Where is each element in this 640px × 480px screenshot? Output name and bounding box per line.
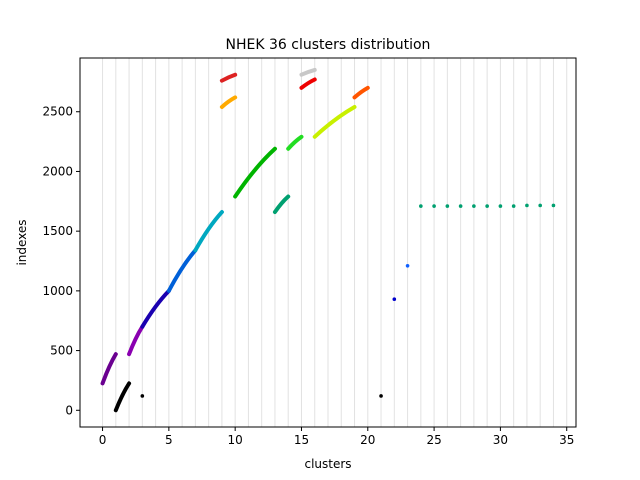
data-point — [405, 263, 410, 268]
data-point — [485, 204, 489, 208]
y-tick-label: 500 — [50, 344, 73, 358]
series-segment-14 — [352, 85, 370, 100]
x-tick-label: 10 — [228, 433, 243, 447]
y-tick-label: 1500 — [42, 224, 73, 238]
series-segment-13 — [299, 67, 317, 77]
x-tick-label: 0 — [99, 433, 107, 447]
series-segment-2 — [127, 324, 145, 357]
x-tick-label: 25 — [426, 433, 441, 447]
y-axis: 0 500 1000 1500 2000 2500 — [42, 105, 80, 417]
data-point — [511, 204, 516, 208]
y-tick-label: 1000 — [42, 284, 73, 298]
data-point — [140, 394, 145, 398]
data-point — [538, 203, 542, 208]
chart-title: NHEK 36 clusters distribution — [226, 37, 431, 53]
y-tick-label: 0 — [65, 403, 73, 417]
series-segment-8 — [286, 134, 304, 151]
series-segment-7 — [272, 194, 291, 215]
data-point — [498, 204, 503, 208]
series-segment-9 — [312, 104, 357, 139]
y-axis-label: indexes — [15, 219, 29, 265]
x-tick-label: 35 — [559, 433, 574, 447]
x-tick-label: 15 — [294, 433, 309, 447]
data-point — [458, 204, 463, 208]
x-tick-label: 20 — [360, 433, 375, 447]
series-segment-1 — [113, 381, 132, 413]
data-point — [432, 204, 436, 208]
x-tick-label: 30 — [493, 433, 508, 447]
data-point — [379, 394, 383, 398]
y-tick-label: 2000 — [42, 164, 73, 178]
x-tick-label: 5 — [165, 433, 173, 447]
series-segment-12 — [299, 77, 317, 90]
data-marks — [100, 67, 556, 413]
data-point — [551, 203, 556, 208]
series-segment-0 — [100, 352, 118, 386]
series-segment-6 — [233, 146, 277, 199]
data-point — [472, 204, 476, 208]
series-segment-4 — [166, 248, 198, 293]
series-segment-11 — [219, 72, 238, 83]
y-tick-label: 2500 — [42, 105, 73, 119]
x-axis-label: clusters — [304, 457, 351, 471]
plot-frame — [79, 57, 577, 428]
data-point — [445, 204, 450, 208]
data-point — [392, 297, 397, 302]
series-segment-5 — [193, 210, 224, 253]
series-segment-10 — [219, 95, 238, 109]
x-axis: 0 5 10 15 20 25 30 35 — [99, 427, 574, 447]
data-point — [525, 203, 529, 208]
grid — [102, 58, 568, 427]
series-segment-3 — [140, 288, 171, 329]
data-point — [419, 204, 423, 208]
